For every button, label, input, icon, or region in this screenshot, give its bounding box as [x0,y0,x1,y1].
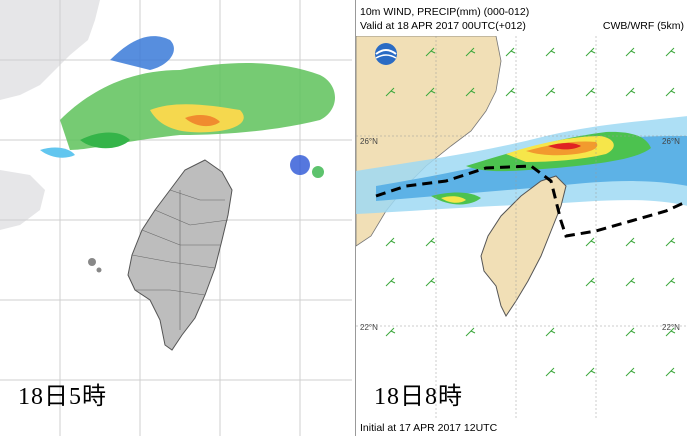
lat-label-26-left: 26°N [360,137,378,146]
lat-label-22-left: 22°N [360,323,378,332]
lat-lon-grid [356,36,687,418]
forecast-map [356,36,687,418]
coast-grey [0,170,45,230]
left-time-label: 18日5時 [18,384,107,410]
county-lines [131,189,229,330]
right-time-label: 18日8時 [374,384,463,410]
front-line [375,164,687,238]
mainland-grey [0,0,100,100]
valid-time: Valid at 18 APR 2017 00UTC(+012) [360,20,526,32]
cwb-logo [375,43,397,65]
radar-panel: 18日5時 [0,0,352,436]
forecast-title: 10m WIND, PRECIP(mm) (000-012) [360,6,530,18]
forecast-panel: 10m WIND, PRECIP(mm) (000-012) Valid at … [355,0,687,436]
taiwan-island-forecast [480,175,567,317]
lat-label-26-right: 26°N [662,137,680,146]
radar-echo-band [40,36,335,178]
model-label: CWB/WRF (5km) [602,20,684,32]
precip-band [356,116,687,214]
grid-lines [0,0,352,436]
penghu-islands [88,258,96,266]
initial-time: Initial at 17 APR 2017 12UTC [360,422,498,434]
lat-label-22-right: 22°N [662,323,680,332]
radar-map [0,0,352,436]
